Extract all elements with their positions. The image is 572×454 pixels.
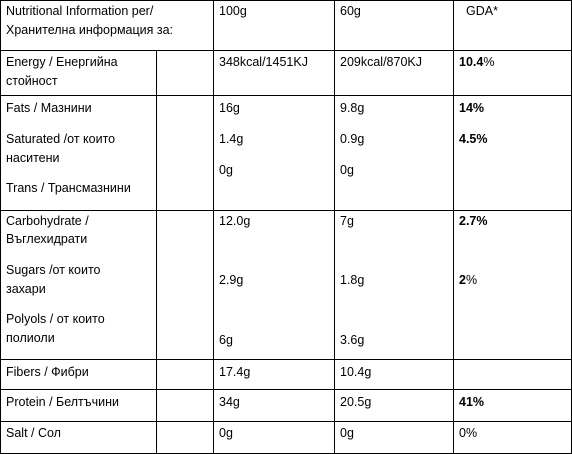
grid-line (0, 389, 572, 390)
row-label-saturated: Saturated /от които (6, 132, 116, 146)
grid-line (334, 0, 335, 454)
energy-100g: 348kcal/1451KJ (219, 55, 308, 69)
energy-60g: 209kcal/870KJ (340, 55, 423, 69)
row-label-trans: Trans / Трансмазнини (6, 181, 131, 195)
grid-line (156, 50, 157, 454)
row-label-saturated: наситени (6, 151, 60, 165)
grid-line (0, 421, 572, 422)
fats-gda: 14% (459, 101, 485, 115)
row-label-energy: Energy / Енергийна (6, 55, 118, 69)
header-gda: GDA* (466, 4, 498, 18)
grid-line (213, 0, 214, 454)
polyols-100g: 6g (219, 333, 233, 347)
sugars-100g: 2.9g (219, 273, 244, 287)
fibers-100g: 17.4g (219, 365, 251, 379)
fibers-60g: 10.4g (340, 365, 372, 379)
protein-100g: 34g (219, 395, 240, 409)
header-label: Nutritional Information per/ (6, 4, 154, 18)
polyols-60g: 3.6g (340, 333, 365, 347)
fats-100g: 16g (219, 101, 240, 115)
protein-gda: 41% (459, 395, 485, 409)
grid-line (0, 0, 1, 454)
header-label: Хранителна информация за: (6, 23, 174, 37)
fats-60g: 9.8g (340, 101, 365, 115)
saturated-60g: 0.9g (340, 132, 365, 146)
salt-100g: 0g (219, 426, 233, 440)
carbohydrate-gda: 2.7% (459, 214, 488, 228)
grid-line (0, 50, 572, 51)
row-label-polyols: Polyols / от които (6, 312, 105, 326)
row-label-protein: Protein / Белтъчини (6, 395, 119, 409)
energy-gda: 10.4% (459, 55, 495, 69)
row-label-carbohydrate: Въглехидрати (6, 232, 88, 246)
protein-60g: 20.5g (340, 395, 372, 409)
row-label-sugars: захари (6, 282, 46, 296)
row-label-carbohydrate: Carbohydrate / (6, 214, 89, 228)
salt-gda: 0% (459, 426, 478, 440)
row-label-salt: Salt / Сол (6, 426, 61, 440)
trans-60g: 0g (340, 163, 354, 177)
grid-line (0, 95, 572, 96)
row-label-polyols: полиоли (6, 331, 55, 345)
salt-60g: 0g (340, 426, 354, 440)
grid-line (453, 0, 454, 454)
trans-100g: 0g (219, 163, 233, 177)
row-label-sugars: Sugars /от които (6, 263, 101, 277)
saturated-gda: 4.5% (459, 132, 488, 146)
saturated-100g: 1.4g (219, 132, 244, 146)
sugars-60g: 1.8g (340, 273, 365, 287)
carbohydrate-100g: 12.0g (219, 214, 251, 228)
row-label-energy: стойност (6, 74, 58, 88)
grid-line (0, 210, 572, 211)
sugars-gda: 2% (459, 273, 478, 287)
row-label-fats: Fats / Мазнини (6, 101, 92, 115)
grid-line (0, 359, 572, 360)
header-60g: 60g (340, 4, 361, 18)
header-100g: 100g (219, 4, 247, 18)
row-label-fibers: Fibers / Фибри (6, 365, 89, 379)
grid-line (0, 0, 572, 1)
carbohydrate-60g: 7g (340, 214, 354, 228)
